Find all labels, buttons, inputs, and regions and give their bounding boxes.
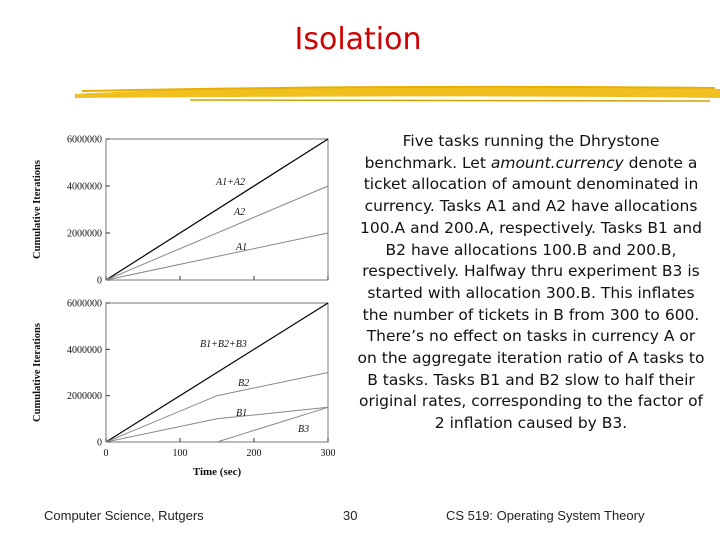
footer-left: Computer Science, Rutgers [44,508,204,523]
x-tick-label: 300 [321,448,336,459]
plot-frame [105,138,329,281]
y-tick-label: 2000000 [67,391,102,402]
page-number: 30 [343,508,358,523]
series-label: A1+A2 [215,177,245,188]
series-label: B1 [236,408,247,419]
dhrystone-charts: 0 2000000 4000000 6000000 Cumulative Iterati… [32,135,336,479]
series-line [216,406,329,443]
series-label: B2 [238,378,249,389]
series-label: A2 [233,207,245,218]
series-line [105,406,329,443]
title-underline-swoosh [75,86,720,102]
paragraph-segment: denote a ticket allocation of amount den… [357,153,705,433]
series-line [105,232,329,281]
body-paragraph: Five tasks running the Dhrystone benchma… [356,131,706,435]
footer-right: CS 519: Operating System Theory [446,508,645,523]
x-axis-label: Time (sec) [193,466,242,478]
x-tick-label: 200 [247,448,262,459]
y-tick-label: 4000000 [67,182,102,193]
y-tick-label: 6000000 [67,135,102,146]
y-axis-label: Cumulative Iterations [32,323,43,422]
series-label: A1 [235,242,247,253]
paragraph-segment: amount.currency [490,153,624,172]
x-tick-label: 100 [173,448,188,459]
y-tick-label: 6000000 [67,299,102,310]
series-label: B3 [298,424,309,435]
x-tick-label: 0 [104,448,109,459]
y-tick-label: 0 [97,276,102,287]
series-line [105,302,329,443]
y-tick-label: 2000000 [67,229,102,240]
series-line [105,138,329,281]
y-tick-label: 4000000 [67,345,102,356]
slide-title: Isolation [294,22,422,57]
series-line [105,185,329,281]
series-line [105,372,329,443]
y-tick-label: 0 [97,438,102,449]
paragraph-segment: Five tasks running the Dhrystone benchma… [364,132,660,172]
y-axis-label: Cumulative Iterations [32,160,43,259]
series-label: B1+B2+B3 [200,339,247,350]
